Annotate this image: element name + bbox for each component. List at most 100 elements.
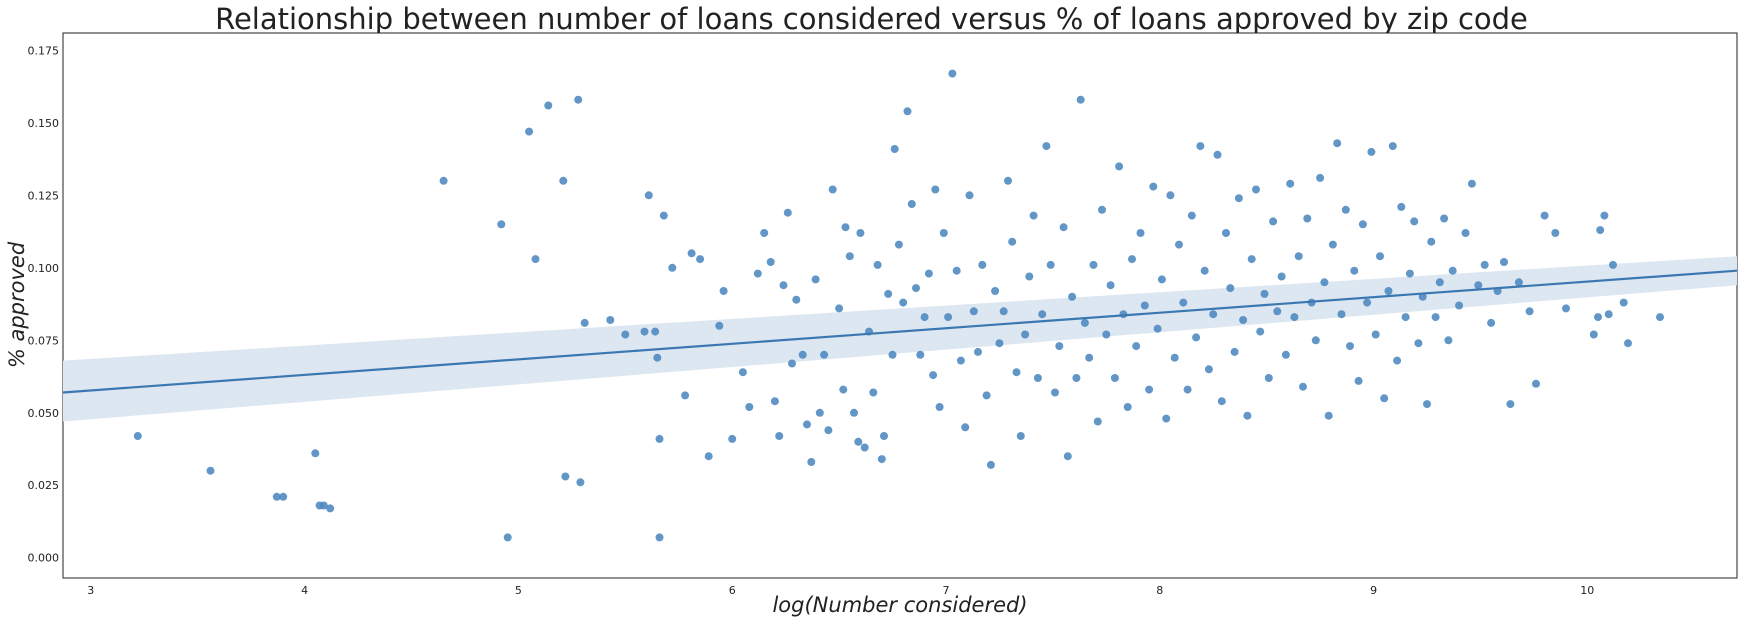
- x-tick-label: 3: [87, 584, 94, 597]
- data-point: [931, 185, 940, 194]
- data-point: [1234, 194, 1243, 203]
- data-point: [841, 223, 850, 232]
- data-point: [760, 229, 769, 237]
- data-point: [1341, 205, 1350, 214]
- data-point: [1085, 353, 1094, 362]
- confidence-band-area: [63, 256, 1737, 422]
- confidence-band: [63, 256, 1737, 422]
- data-point: [869, 388, 878, 397]
- data-point: [1448, 266, 1457, 275]
- data-point: [1277, 272, 1286, 281]
- data-point: [1440, 214, 1449, 223]
- data-point: [1324, 411, 1333, 420]
- data-point: [1029, 211, 1038, 220]
- data-point: [1239, 316, 1248, 324]
- data-point: [133, 432, 142, 440]
- data-point: [1256, 327, 1265, 336]
- data-point: [1540, 211, 1549, 220]
- data-point: [1363, 298, 1372, 307]
- data-point: [995, 339, 1004, 348]
- data-point: [1506, 400, 1515, 409]
- data-point: [1110, 374, 1119, 382]
- data-point: [1358, 220, 1367, 229]
- data-point: [948, 69, 957, 78]
- x-tick-label: 5: [515, 584, 522, 597]
- data-point: [1080, 318, 1089, 327]
- data-point: [1589, 330, 1598, 339]
- data-point: [640, 327, 649, 336]
- data-point: [935, 403, 944, 411]
- data-point: [1619, 298, 1628, 307]
- data-point: [1328, 240, 1337, 249]
- data-point: [1021, 330, 1030, 339]
- data-point: [807, 458, 816, 466]
- data-point: [835, 304, 844, 313]
- data-point: [696, 255, 705, 264]
- data-point: [1609, 260, 1617, 269]
- data-point: [1179, 298, 1188, 307]
- data-point: [1525, 307, 1534, 316]
- data-point: [497, 220, 506, 229]
- data-point: [850, 408, 858, 417]
- data-point: [1397, 202, 1406, 211]
- data-point: [1393, 356, 1402, 365]
- data-point: [999, 307, 1008, 316]
- data-point: [880, 432, 888, 440]
- data-point: [1600, 211, 1609, 220]
- data-point: [574, 95, 583, 104]
- data-point: [888, 350, 897, 359]
- data-point: [820, 350, 829, 359]
- data-point: [982, 391, 991, 400]
- y-tick-label: 0.125: [28, 189, 60, 202]
- data-point: [1431, 313, 1440, 322]
- data-point: [1474, 281, 1483, 290]
- y-axis-label: % approved: [5, 241, 29, 368]
- data-point: [1016, 432, 1025, 440]
- data-point: [1388, 142, 1397, 151]
- data-point: [856, 229, 865, 237]
- data-point: [1106, 281, 1115, 290]
- data-point: [1427, 237, 1436, 246]
- data-point: [1025, 272, 1034, 281]
- data-point: [1316, 173, 1325, 182]
- regression-line-group: [62, 269, 1738, 394]
- data-point: [1480, 260, 1489, 269]
- y-tick-label: 0.100: [28, 262, 60, 275]
- data-point: [1243, 411, 1252, 420]
- data-point: [899, 298, 908, 307]
- data-point: [770, 397, 779, 406]
- data-point: [1604, 310, 1613, 319]
- data-point: [860, 443, 869, 452]
- data-point: [1042, 142, 1051, 151]
- data-point: [1230, 347, 1239, 356]
- data-point: [1055, 342, 1064, 351]
- data-point: [929, 371, 938, 380]
- data-point: [783, 208, 792, 217]
- data-point: [974, 347, 982, 356]
- data-point: [1209, 310, 1218, 319]
- data-point: [803, 420, 811, 429]
- data-point: [811, 275, 820, 284]
- data-point: [1128, 255, 1136, 264]
- data-point: [1217, 397, 1226, 406]
- data-point: [939, 229, 948, 237]
- data-point: [1222, 229, 1230, 237]
- data-point: [644, 191, 653, 200]
- data-point: [681, 391, 690, 400]
- data-point: [738, 368, 747, 377]
- data-point: [1004, 176, 1012, 185]
- data-point: [311, 449, 320, 458]
- data-point: [1656, 313, 1664, 322]
- regression-line: [62, 269, 1738, 394]
- data-point: [1405, 269, 1414, 278]
- data-point: [559, 176, 568, 185]
- data-point: [1414, 339, 1423, 348]
- data-point: [1157, 275, 1166, 284]
- x-tick-label: 8: [1156, 584, 1163, 597]
- data-point: [326, 504, 335, 513]
- data-point: [907, 200, 916, 208]
- data-point: [1051, 388, 1059, 397]
- data-point: [655, 434, 664, 443]
- y-tick-label: 0.075: [28, 334, 60, 347]
- data-point: [1455, 301, 1464, 310]
